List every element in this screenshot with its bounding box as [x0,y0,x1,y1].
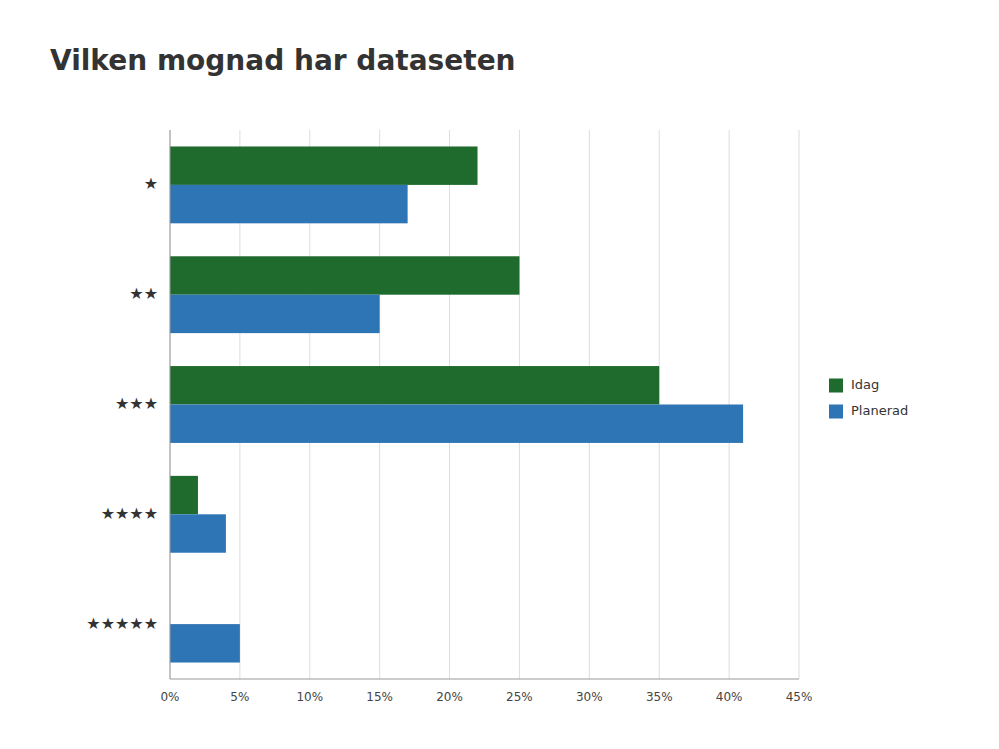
title: Vilken mognad har dataseten [50,44,516,77]
category-label: ★★★★ [101,504,158,523]
category-label: ★ [144,174,158,193]
bar [170,514,226,552]
bar [170,405,743,443]
legend-label: Planerad [851,403,908,418]
tick-label: 40% [716,690,743,704]
tick-label: 10% [296,690,323,704]
tick-label: 20% [436,690,463,704]
bar [170,256,519,294]
tick-label: 5% [230,690,249,704]
bar [170,366,659,404]
legend-swatch [829,379,843,393]
bar [170,146,478,184]
tick-label: 45% [786,690,813,704]
tick-label: 35% [646,690,673,704]
tick-label: 25% [506,690,533,704]
bar [170,295,380,333]
bars [170,146,743,662]
legend: Idag Planerad [829,377,908,419]
grid-line [799,130,800,679]
category-label: ★★★★★ [86,614,158,633]
y-axis-line [170,130,171,679]
tick-label: 0% [160,690,179,704]
bar [170,185,408,223]
bar [170,624,240,662]
grid-line [170,130,171,679]
chart: Vilken mognad har dataseten 0% 5% 10% 15% 20%… [0,0,999,749]
x-axis-line [170,679,799,680]
category-label: ★★★ [115,394,158,413]
bar [170,476,198,514]
tick-label: 30% [576,690,603,704]
legend-swatch [829,405,843,419]
category-label: ★★ [129,284,158,303]
grid [170,130,799,679]
legend-label: Idag [851,377,879,392]
tick-label: 15% [366,690,393,704]
